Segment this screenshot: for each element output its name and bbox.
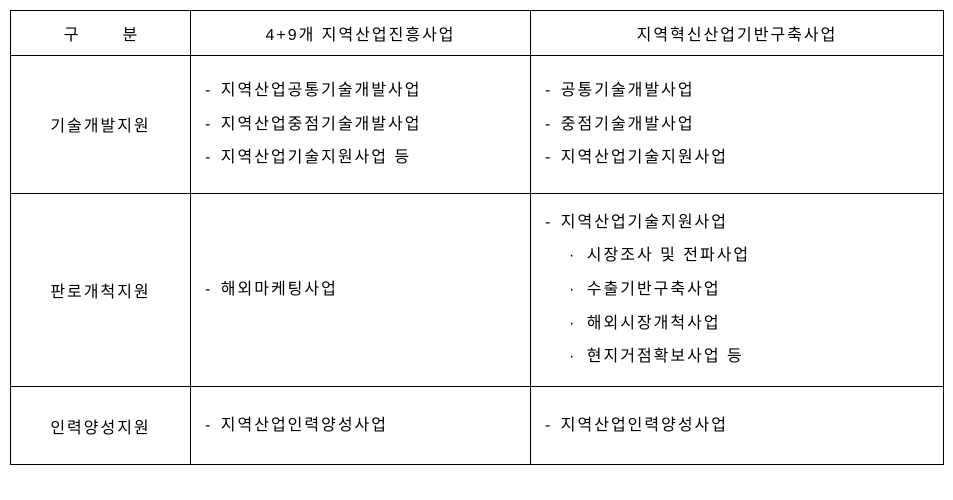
sub-list-item: · 수출기반구축사업 (545, 273, 929, 307)
list-item: - 공통기술개발사업 (545, 74, 929, 108)
sub-item-text: 해외시장개척사업 (587, 315, 721, 332)
table-row: 인력양성지원 - 지역산업인력양성사업 - 지역산업인력양성사업 (11, 386, 944, 465)
category-label: 판로개척지원 (50, 284, 150, 301)
item-text: 지역산업기술지원사업 등 (221, 149, 411, 166)
sub-item-text: 수출기반구축사업 (587, 281, 721, 298)
header-col2-text: 4+9개 지역산업진흥사업 (265, 27, 455, 44)
header-col3-text: 지역혁신산업기반구축사업 (637, 27, 838, 44)
table-header-row: 구분 4+9개 지역산업진흥사업 지역혁신산업기반구축사업 (11, 11, 944, 56)
item-text: 지역산업공통기술개발사업 (221, 82, 422, 99)
list-item: - 지역산업공통기술개발사업 (205, 74, 516, 108)
category-cell: 판로개척지원 (11, 193, 191, 386)
item-text: 지역산업기술지원사업 (561, 214, 728, 231)
list-item: - 지역산업기술지원사업 등 (205, 141, 516, 175)
content-cell-col3: - 지역산업기술지원사업 · 시장조사 및 전파사업 · 수출기반구축사업 · … (531, 193, 944, 386)
comparison-table: 구분 4+9개 지역산업진흥사업 지역혁신산업기반구축사업 기술개발지원 - 지… (10, 10, 944, 465)
item-text: 해외마케팅사업 (221, 281, 338, 298)
content-cell-col3: - 지역산업인력양성사업 (531, 386, 944, 465)
sub-list-item: · 현지거점확보사업 등 (545, 340, 929, 374)
header-category: 구분 (11, 11, 191, 56)
content-cell-col3: - 공통기술개발사업 - 중점기술개발사업 - 지역산업기술지원사업 (531, 56, 944, 194)
item-text: 지역산업중점기술개발사업 (221, 116, 422, 133)
item-text: 지역산업인력양성사업 (561, 417, 728, 434)
item-text: 중점기술개발사업 (561, 116, 695, 133)
sub-item-text: 현지거점확보사업 등 (587, 348, 744, 365)
list-item: - 중점기술개발사업 (545, 108, 929, 142)
content-cell-col2: - 지역산업인력양성사업 (191, 386, 531, 465)
category-cell: 인력양성지원 (11, 386, 191, 465)
category-cell: 기술개발지원 (11, 56, 191, 194)
list-item: - 지역산업기술지원사업 (545, 141, 929, 175)
header-gu: 구 (64, 27, 79, 44)
table-row: 판로개척지원 - 해외마케팅사업 - 지역산업기술지원사업 · 시장조사 및 전… (11, 193, 944, 386)
item-text: 지역산업인력양성사업 (221, 417, 388, 434)
sub-item-text: 시장조사 및 전파사업 (587, 247, 750, 264)
header-col3: 지역혁신산업기반구축사업 (531, 11, 944, 56)
sub-list-item: · 시장조사 및 전파사업 (545, 239, 929, 273)
list-item: - 지역산업인력양성사업 (205, 409, 516, 443)
item-text: 지역산업기술지원사업 (561, 149, 728, 166)
sub-list-item: · 해외시장개척사업 (545, 307, 929, 341)
content-cell-col2: - 해외마케팅사업 (191, 193, 531, 386)
content-cell-col2: - 지역산업공통기술개발사업 - 지역산업중점기술개발사업 - 지역산업기술지원… (191, 56, 531, 194)
table-row: 기술개발지원 - 지역산업공통기술개발사업 - 지역산업중점기술개발사업 - 지… (11, 56, 944, 194)
category-label: 기술개발지원 (50, 118, 150, 135)
list-item: - 지역산업인력양성사업 (545, 409, 929, 443)
item-text: 공통기술개발사업 (561, 82, 695, 99)
list-item: - 지역산업기술지원사업 (545, 206, 929, 240)
list-item: - 해외마케팅사업 (205, 273, 516, 307)
category-label: 인력양성지원 (50, 420, 150, 437)
header-col2: 4+9개 지역산업진흥사업 (191, 11, 531, 56)
list-item: - 지역산업중점기술개발사업 (205, 108, 516, 142)
header-bun: 분 (123, 27, 138, 44)
